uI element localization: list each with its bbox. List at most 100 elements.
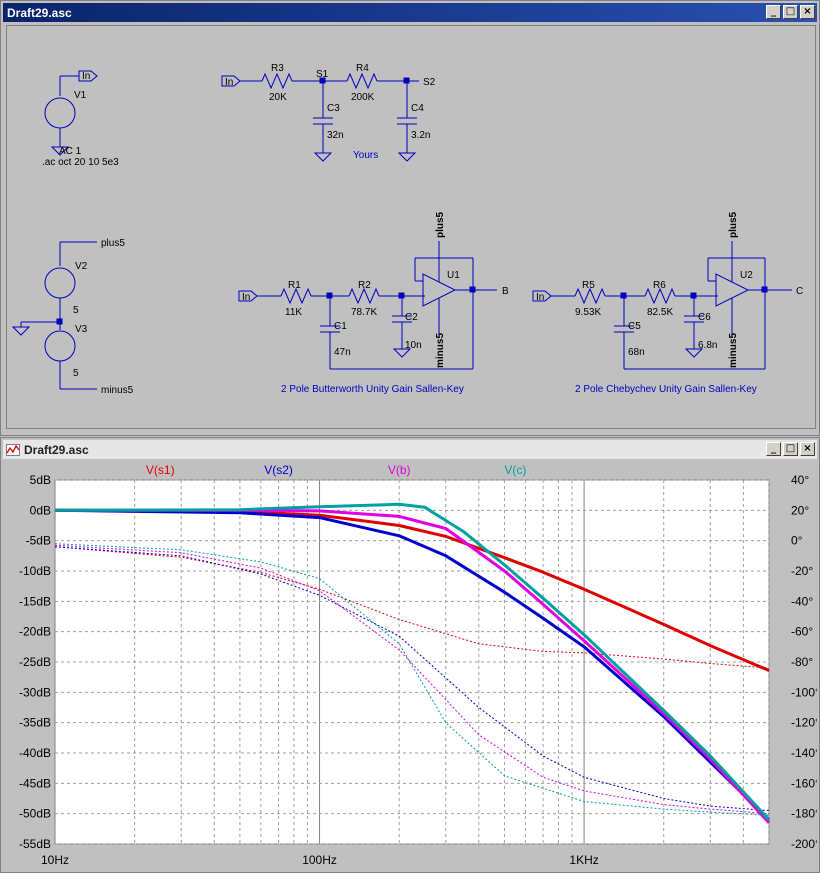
y-tick-label-right: -140°: [791, 746, 817, 760]
u1-minus-net: minus5: [435, 333, 446, 368]
v3-name: V3: [75, 324, 88, 335]
y-tick-label-left: -30dB: [19, 685, 51, 699]
s1-node-label: S1: [316, 69, 329, 80]
legend-vs1: V(s1): [146, 463, 175, 477]
y-tick-label-right: 20°: [791, 503, 809, 517]
y-tick-label-right: -120°: [791, 716, 817, 730]
v1-net-label: In: [82, 71, 90, 82]
y-tick-label-right: -180°: [791, 807, 817, 821]
butterworth-filter[interactable]: [238, 241, 497, 370]
close-button[interactable]: ×: [800, 5, 815, 19]
r1-value: 11K: [285, 307, 302, 318]
butterworth-caption: 2 Pole Butterworth Unity Gain Sallen-Key: [281, 384, 464, 395]
magnitude-trace-vb: [55, 508, 771, 824]
r2-value: 78.7K: [351, 307, 377, 318]
legend-vs2: V(s2): [264, 463, 293, 477]
x-tick-label: 100Hz: [302, 853, 337, 867]
y-tick-label-left: -10dB: [19, 564, 51, 578]
source-v3[interactable]: [12, 321, 97, 390]
rc-filter[interactable]: [221, 72, 419, 162]
c2-value: 10n: [405, 340, 422, 351]
chebychev-caption: 2 Pole Chebychev Unity Gain Sallen-Key: [575, 384, 757, 395]
y-tick-label-right: -40°: [791, 594, 813, 608]
c3-value: 32n: [327, 130, 344, 141]
magnitude-trace-vs1: [54, 508, 770, 672]
minimize-button[interactable]: _: [766, 442, 781, 456]
magnitude-trace-vs2: [54, 508, 771, 821]
y-tick-label-left: -40dB: [19, 746, 51, 760]
chebychev-in-label: In: [536, 292, 544, 303]
y-tick-label-right: 40°: [791, 473, 809, 487]
y-tick-label-right: 0°: [791, 534, 803, 548]
butterworth-out-label: B: [502, 286, 509, 297]
x-tick-label: 1KHz: [569, 853, 598, 867]
c2-name: C2: [405, 312, 418, 323]
c4-value: 3.2n: [411, 130, 430, 141]
y-tick-label-left: -55dB: [19, 837, 51, 851]
chebychev-out-label: C: [796, 286, 803, 297]
schematic-window-title: Draft29.asc: [7, 5, 72, 20]
schematic-titlebar[interactable]: Draft29.asc _ □ ×: [3, 3, 817, 22]
plot-window: Draft29.asc _ □ × 5dB 40° 0dB 20° -5dB 0° -10d…: [0, 437, 820, 873]
schematic-canvas[interactable]: In V1 AC 1 .ac oct 20 10 5e3 V2 5 plus5 …: [6, 25, 816, 429]
y-tick-label-left: -45dB: [19, 776, 51, 790]
v1-value: AC 1: [59, 146, 82, 157]
v1-name: V1: [74, 90, 87, 101]
c4-name: C4: [411, 103, 424, 114]
y-tick-label-left: -50dB: [19, 807, 51, 821]
x-tick-label: 10Hz: [41, 853, 69, 867]
r1-name: R1: [288, 280, 301, 291]
legend-vc: V(c): [504, 463, 526, 477]
r2-name: R2: [358, 280, 371, 291]
source-v2[interactable]: [44, 241, 97, 330]
r6-value: 82.5K: [647, 307, 673, 318]
c5-name: C5: [628, 321, 641, 332]
r5-name: R5: [582, 280, 595, 291]
y-tick-label-right: -80°: [791, 655, 813, 669]
v3-value: 5: [73, 368, 79, 379]
y-tick-label-right: -200°: [791, 837, 817, 851]
maximize-button[interactable]: □: [783, 442, 798, 456]
v3-net-label: minus5: [101, 385, 134, 396]
close-button[interactable]: ×: [800, 442, 815, 456]
plot-titlebar[interactable]: Draft29.asc _ □ ×: [3, 440, 817, 459]
u2-name: U2: [740, 270, 753, 281]
bode-plot[interactable]: 5dB 40° 0dB 20° -5dB 0° -10dB -20° -15dB -40° -20d…: [5, 460, 817, 872]
c5-value: 68n: [628, 347, 645, 358]
r6-name: R6: [653, 280, 666, 291]
v2-net-label: plus5: [101, 238, 125, 249]
y-tick-label-left: -35dB: [19, 716, 51, 730]
phase-trace-vc: [54, 543, 770, 816]
legend-vb: V(b): [388, 463, 411, 477]
u1-plus-net: plus5: [435, 211, 446, 238]
magnitude-trace-vc: [54, 502, 771, 821]
rc-in-label: In: [225, 77, 233, 88]
y-tick-label-left: -25dB: [19, 655, 51, 669]
rc-filter-caption: Yours: [353, 150, 378, 161]
v2-value: 5: [73, 305, 79, 316]
y-tick-label-right: -100°: [791, 685, 817, 699]
r3-name: R3: [271, 63, 284, 74]
minimize-button[interactable]: _: [766, 5, 781, 19]
source-v1[interactable]: [44, 70, 98, 156]
phase-trace-vs2: [54, 546, 770, 812]
c1-value: 47n: [334, 347, 351, 358]
c6-name: C6: [698, 312, 711, 323]
c1-name: C1: [334, 321, 347, 332]
chebychev-filter[interactable]: [532, 241, 792, 370]
y-tick-label-right: -160°: [791, 776, 817, 790]
butterworth-in-label: In: [242, 292, 250, 303]
waveform-icon: [6, 443, 20, 456]
y-tick-label-left: 0dB: [30, 503, 51, 517]
c6-value: 6.8n: [698, 340, 717, 351]
maximize-button[interactable]: □: [783, 5, 798, 19]
ac-directive: .ac oct 20 10 5e3: [42, 157, 119, 168]
c3-name: C3: [327, 103, 340, 114]
plot-window-title: Draft29.asc: [24, 442, 89, 457]
y-tick-label-right: -20°: [791, 564, 813, 578]
r5-value: 9.53K: [575, 307, 601, 318]
r4-value: 200K: [351, 92, 375, 103]
r4-name: R4: [356, 63, 369, 74]
v2-name: V2: [75, 261, 88, 272]
u2-plus-net: plus5: [728, 211, 739, 238]
